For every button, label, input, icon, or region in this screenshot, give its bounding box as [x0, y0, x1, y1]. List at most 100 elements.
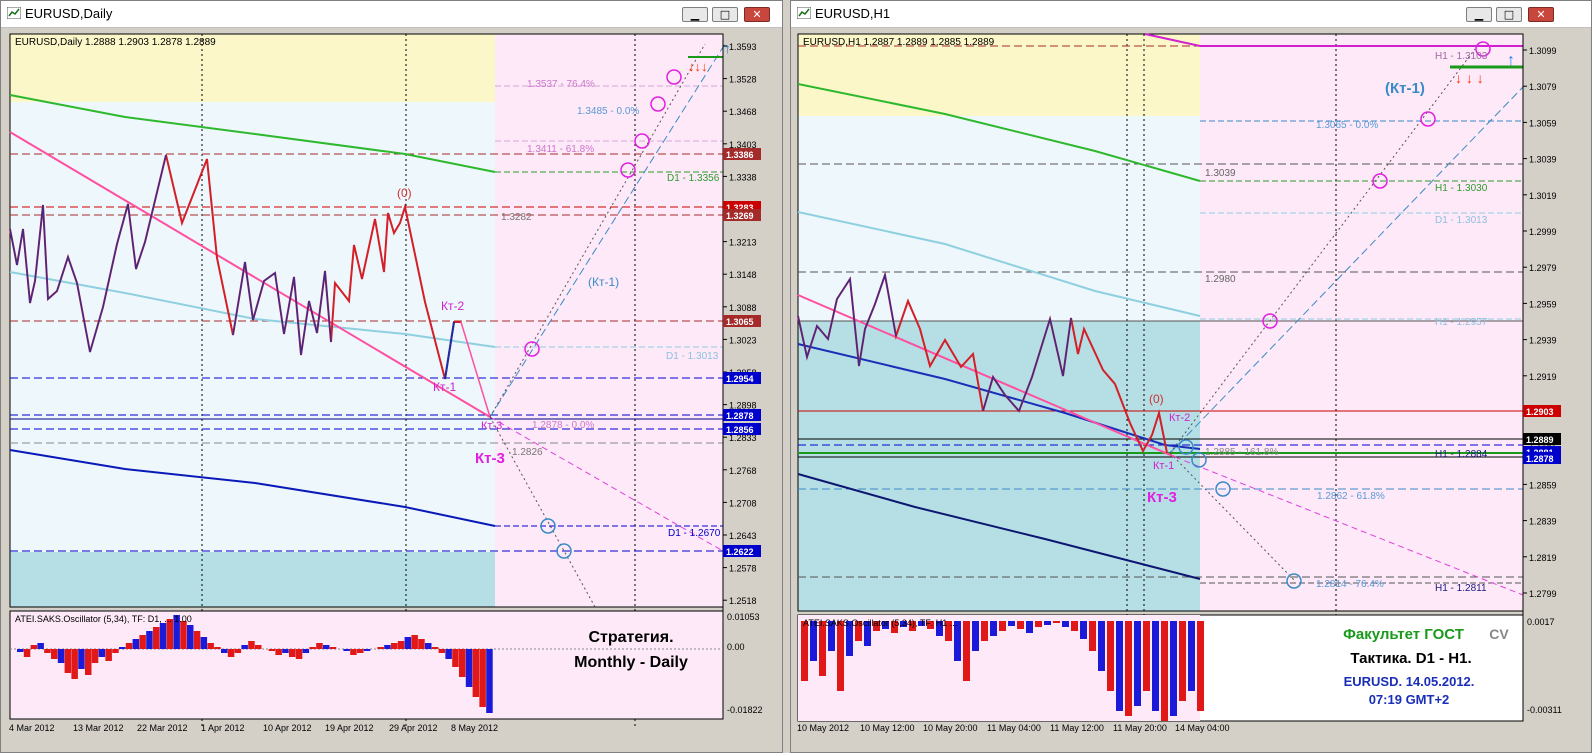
osc-bar [1017, 621, 1024, 629]
h1-3103-label: H1 - 1.3103 [1435, 51, 1488, 62]
price-badge-label: 1.2856 [726, 425, 754, 435]
kt1-paren-label: (Кт-1) [1385, 80, 1425, 97]
down-arrows-icon: ↓↓↓ [688, 59, 708, 74]
close-button[interactable]: ✕ [744, 7, 770, 22]
time-tick-label: 8 May 2012 [451, 723, 498, 733]
fib-618-label: 1.3411 - 61.8% [527, 144, 594, 155]
h1-3030-label: H1 - 1.3030 [1435, 183, 1488, 194]
osc-bar [981, 621, 988, 641]
price-badge-label: 1.2622 [726, 547, 754, 557]
down-arrows-icon: ↓ ↓ ↓ [1455, 70, 1484, 86]
price-tick-label: 1.3039 [1529, 155, 1557, 165]
price-tick-label: 1.3338 [729, 172, 757, 182]
osc-bar [173, 615, 180, 649]
minimize-icon: ▁ [1474, 8, 1484, 21]
right-title-bar[interactable]: EURUSD,H1 ▁ □ ✕ [791, 1, 1591, 28]
price-tick-label: 1.3593 [729, 42, 757, 52]
fib-618-label: 1.2862 - 61.8% [1317, 491, 1385, 502]
price-tick-label: 1.3099 [1529, 46, 1557, 56]
maximize-icon: □ [1503, 8, 1515, 21]
price-badge [1523, 405, 1561, 417]
osc-bar [1089, 621, 1096, 651]
price-tick-label: 1.2919 [1529, 372, 1557, 382]
osc-bar [132, 639, 140, 649]
osc-bar [459, 649, 466, 677]
time-tick-label: 10 May 2012 [797, 723, 849, 733]
price-tick-label: 1.3213 [729, 238, 757, 248]
osc-tick-label: 0.0017 [1527, 617, 1555, 627]
price-tick-label: 1.2768 [729, 466, 757, 476]
price-tick-label: 1.2859 [1529, 480, 1557, 490]
time-tick-label: 10 May 20:00 [923, 723, 978, 733]
osc-bar [936, 621, 943, 636]
d1-3013-label: D1 - 1.3013 [1435, 215, 1488, 226]
strategy-subtitle: Monthly - Daily [574, 654, 688, 671]
osc-bar [85, 649, 92, 675]
price-badge-label: 1.2878 [726, 411, 754, 421]
osc-bar [1197, 621, 1204, 711]
kt2-label: Кт-2 [441, 299, 464, 313]
osc-bar [193, 631, 201, 649]
osc-bar [1080, 621, 1087, 639]
osc-bar [57, 649, 65, 663]
osc-bar [255, 645, 262, 649]
osc-bar [166, 619, 174, 649]
osc-bar [30, 645, 38, 649]
d1-1013-label: D1 - 1.3013 [666, 351, 719, 362]
time-tick-label: 11 May 12:00 [1050, 723, 1104, 733]
kt3-label: Кт-3 [1147, 489, 1177, 506]
price-tick-label: 1.2819 [1529, 553, 1557, 563]
price-tick-label: 1.3403 [729, 140, 757, 150]
price-tick-label: 1.2839 [1529, 517, 1557, 527]
left-oscillator-scale: 0.01053 0.00 -0.01822 [727, 612, 763, 715]
osc-bar [909, 621, 916, 631]
osc-bar [465, 649, 473, 687]
price-badge-label: 1.3269 [726, 211, 754, 221]
price-tick-label: 1.3088 [729, 303, 757, 313]
maximize-button[interactable]: □ [712, 7, 738, 22]
close-button[interactable]: ✕ [1528, 7, 1554, 22]
kt1-label: Кт-1 [433, 380, 456, 394]
right-oscillator-bars [801, 621, 1204, 721]
price-tick-label: 1.2939 [1529, 336, 1557, 346]
osc-bar [1044, 621, 1051, 625]
price-badge-label: 1.2903 [1526, 407, 1554, 417]
time-tick-label: 14 May 04:00 [1175, 723, 1230, 733]
osc-bar [828, 621, 835, 651]
left-chart-area[interactable]: ↓↓↓ ↑ EURUSD,Daily 1.2888 1.2903 1.2878 … [5, 29, 780, 751]
right-chart-area[interactable]: ↓ ↓ ↓ ↑ EURUSD,H1 1.2887 1.2889 1.2885 1… [795, 29, 1589, 751]
osc-bar [350, 649, 357, 655]
price-tick-label: 1.2833 [729, 433, 757, 443]
left-chart-info: EURUSD,Daily 1.2888 1.2903 1.2878 1.2889 [15, 37, 216, 48]
osc-bar [873, 621, 880, 631]
cv-badge: CV [1489, 626, 1509, 642]
maximize-button[interactable]: □ [1496, 7, 1522, 22]
h1-2957-label: H1 - 1.2957 [1435, 317, 1488, 328]
level-2980-label: 1.2980 [1205, 274, 1236, 285]
osc-bar [479, 649, 486, 707]
osc-bar [819, 621, 826, 676]
osc-bar [1143, 621, 1150, 691]
time-tick-label: 29 Apr 2012 [389, 723, 438, 733]
chart-window-icon [7, 7, 21, 19]
strategy-title: Стратегия. [588, 629, 674, 646]
osc-bar [23, 649, 31, 657]
price-tick-label: 1.2578 [729, 564, 757, 574]
price-badge [723, 315, 761, 327]
osc-bar [44, 649, 51, 653]
osc-bar [241, 645, 248, 649]
minimize-button[interactable]: ▁ [1466, 7, 1492, 22]
osc-bar [1116, 621, 1123, 711]
right-chart-window: EURUSD,H1 ▁ □ ✕ [790, 0, 1592, 753]
osc-bar [1035, 621, 1042, 627]
osc-bar [397, 641, 405, 649]
price-tick-label: 1.3019 [1529, 191, 1557, 201]
price-tick-label: 1.3468 [729, 107, 757, 117]
kt3-big-label: Кт-3 [475, 450, 505, 467]
left-title-bar[interactable]: EURUSD,Daily ▁ □ ✕ [1, 1, 782, 28]
osc-bar [990, 621, 997, 636]
fib-00-label: 1.3065 - 0.0% [1316, 120, 1378, 131]
minimize-button[interactable]: ▁ [682, 7, 708, 22]
zero-label: (0) [397, 186, 412, 200]
